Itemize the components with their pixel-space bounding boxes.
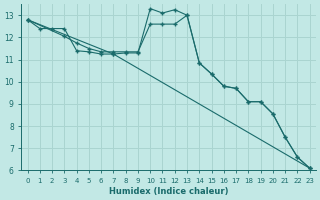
X-axis label: Humidex (Indice chaleur): Humidex (Indice chaleur)	[109, 187, 228, 196]
